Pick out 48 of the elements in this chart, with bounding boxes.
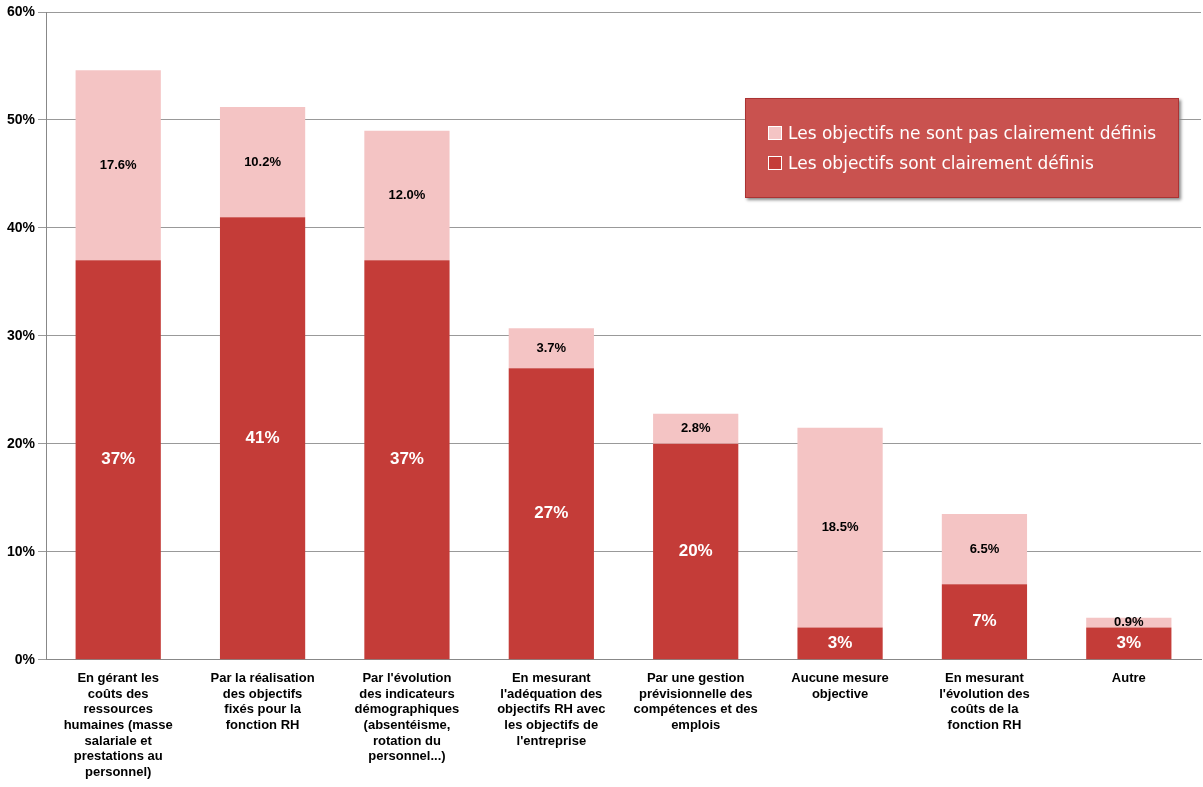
y-tick-label: 50%	[6, 110, 36, 127]
bar	[219, 107, 306, 218]
bar	[797, 427, 883, 628]
y-tick-label: 0%	[14, 650, 36, 667]
x-tick-label: Aucune mesure objective	[791, 670, 889, 701]
bar	[75, 70, 161, 261]
legend-label: Les objectifs ne sont pas clairement définis	[788, 123, 1156, 143]
y-tick-label: 10%	[6, 542, 36, 559]
bar	[508, 368, 594, 660]
x-tick-label: En mesurant l'adéquation des objectifs RH avec les objectifs de l'entreprise	[497, 670, 606, 748]
data-label: 7%	[972, 611, 997, 631]
data-label: 10.2%	[244, 153, 282, 169]
data-label: 27%	[534, 503, 569, 523]
data-label: 6.5%	[969, 540, 1000, 556]
y-tick-label: 40%	[6, 218, 36, 235]
data-label: 37%	[389, 449, 424, 469]
data-label: 0.9%	[1113, 614, 1145, 630]
x-tick-label: En mesurant l'évolution des coûts de la fonction RH	[939, 670, 1030, 732]
data-label: 3%	[827, 633, 853, 653]
bar	[219, 217, 306, 660]
bar	[653, 413, 739, 444]
x-tick-label: En gérant les coûts des ressources humaines (masse salariale et prestations au personnel)	[63, 670, 173, 779]
legend-label: Les objectifs sont clairement définis	[788, 153, 1094, 173]
bar	[653, 443, 739, 660]
data-label: 20%	[678, 541, 713, 561]
data-label: 37%	[101, 449, 136, 469]
data-label: 2.8%	[680, 420, 711, 436]
data-label: 3%	[1116, 633, 1142, 653]
bar	[75, 260, 161, 660]
bar	[797, 627, 883, 660]
y-tick-label: 20%	[6, 434, 36, 451]
x-tick-label: Par l'évolution des indicateurs démographiques (absentéisme, rotation du personnel...)	[354, 670, 460, 764]
data-label: 17.6%	[99, 156, 138, 172]
bar	[364, 130, 450, 261]
x-tick-label: Par une gestion prévisionnelle des compétences et des emplois	[633, 670, 758, 732]
bar	[508, 328, 594, 369]
data-label: 12.0%	[388, 187, 426, 203]
y-tick-label: 60%	[6, 2, 36, 19]
bar	[364, 260, 450, 660]
data-label: 41%	[245, 427, 280, 447]
bar	[941, 514, 1028, 585]
bar	[941, 584, 1028, 660]
x-tick-label: Par la réalisation des objectifs fixés pour la fonction RH	[210, 670, 315, 732]
data-label: 18.5%	[821, 519, 859, 535]
bar	[1086, 627, 1172, 660]
x-tick-label: Autre	[1111, 670, 1146, 686]
y-tick-label: 30%	[6, 326, 36, 343]
data-label: 3.7%	[536, 339, 567, 355]
